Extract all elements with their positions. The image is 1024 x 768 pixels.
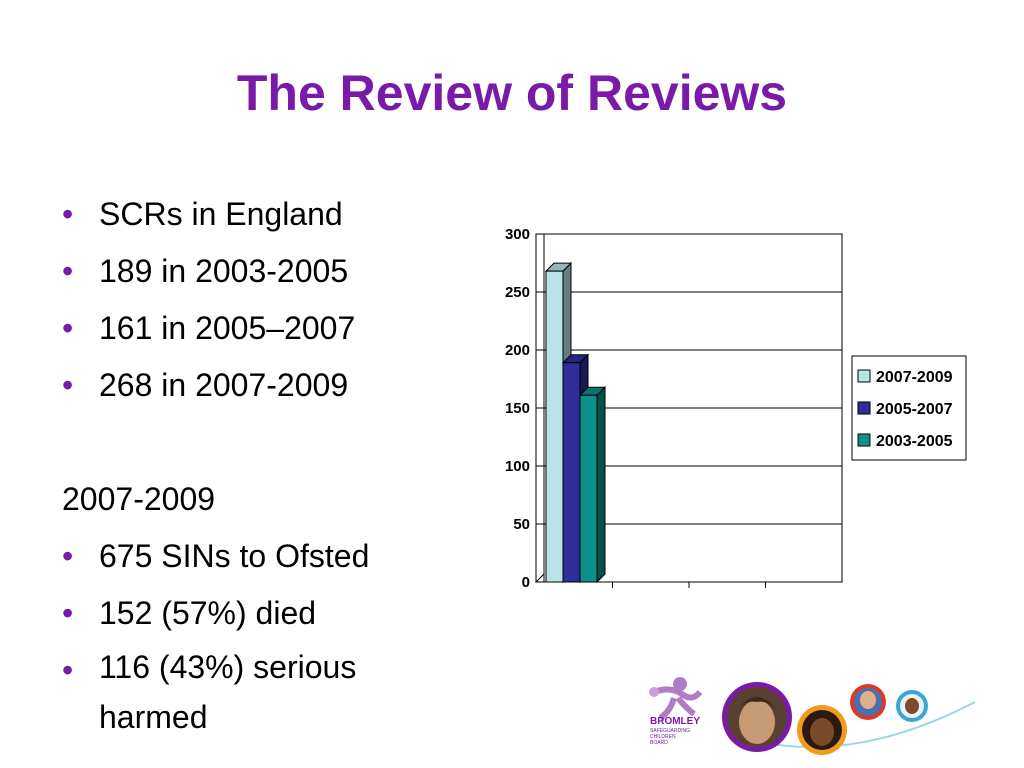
bullet-item: • 268 in 2007-2009 [62,357,462,414]
bullet-list: • SCRs in England • 189 in 2003-2005 • 1… [62,186,462,746]
bromley-logo-figure-icon [649,677,703,721]
child-photo-4 [896,690,928,722]
y-tick-label: 300 [505,226,530,243]
bullet-item: • 116 (43%) serious harmed [62,642,462,746]
slide-title: The Review of Reviews [236,65,788,121]
bullet-icon: • [62,595,74,631]
y-tick-label: 200 [505,342,530,359]
swoosh-line [759,701,976,748]
y-tick-label: 50 [513,516,530,533]
bullet-text: 152 (57%) died [99,595,317,631]
bullet-icon: • [62,652,74,688]
logo-text-2: SAFEGUARDING [650,728,690,734]
bullet-text: 116 (43%) serious harmed [99,649,357,735]
y-tick-label: 150 [505,400,530,417]
bullet-icon: • [62,253,74,289]
legend-label: 2003-2005 [876,433,953,450]
logo-strip: BROMLEY SAFEGUARDING CHILDREN BOARD [649,677,976,755]
bullet-item: • 675 SINs to Ofsted [62,528,462,585]
logo-text-4: BOARD [650,740,668,746]
y-tick-label: 0 [522,574,530,591]
legend-box [851,355,967,461]
bullet-item: • 161 in 2005–2007 [62,300,462,357]
y-tick-label: 100 [505,458,530,475]
bullet-item: • 189 in 2003-2005 [62,243,462,300]
child-photo-1 [722,682,792,752]
legend-label: 2007-2009 [876,369,953,386]
bar [545,270,564,583]
y-tick-label: 250 [505,284,530,301]
bar-chart: 0 50 100 150 200 250 300 2007-2009 2005-2007 2003… [505,226,967,591]
child-photo-3 [850,684,886,720]
legend-swatch [857,401,871,415]
bullet-item: • 152 (57%) died [62,585,462,642]
logo-text-3: CHILDREN [650,734,676,740]
bullet-text: SCRs in England [99,196,343,232]
legend-swatch [857,433,871,447]
bullet-icon: • [62,196,74,232]
section-heading: 2007-2009 [62,481,216,517]
child-photo-2 [797,705,847,755]
bar-side [596,386,606,584]
bullet-icon: • [62,310,74,346]
bullet-text: 268 in 2007-2009 [99,367,349,403]
bar [579,394,598,583]
bullet-text: 189 in 2003-2005 [99,253,349,289]
bullet-text: 675 SINs to Ofsted [99,538,370,574]
bullet-icon: • [62,538,74,574]
bullet-icon: • [62,367,74,403]
bullet-text: 161 in 2005–2007 [99,310,356,346]
bar [562,362,581,583]
logo-text-1: BROMLEY [650,716,700,727]
legend-label: 2005-2007 [876,401,953,418]
bullet-item: • SCRs in England [62,186,462,243]
legend-swatch [857,369,871,383]
